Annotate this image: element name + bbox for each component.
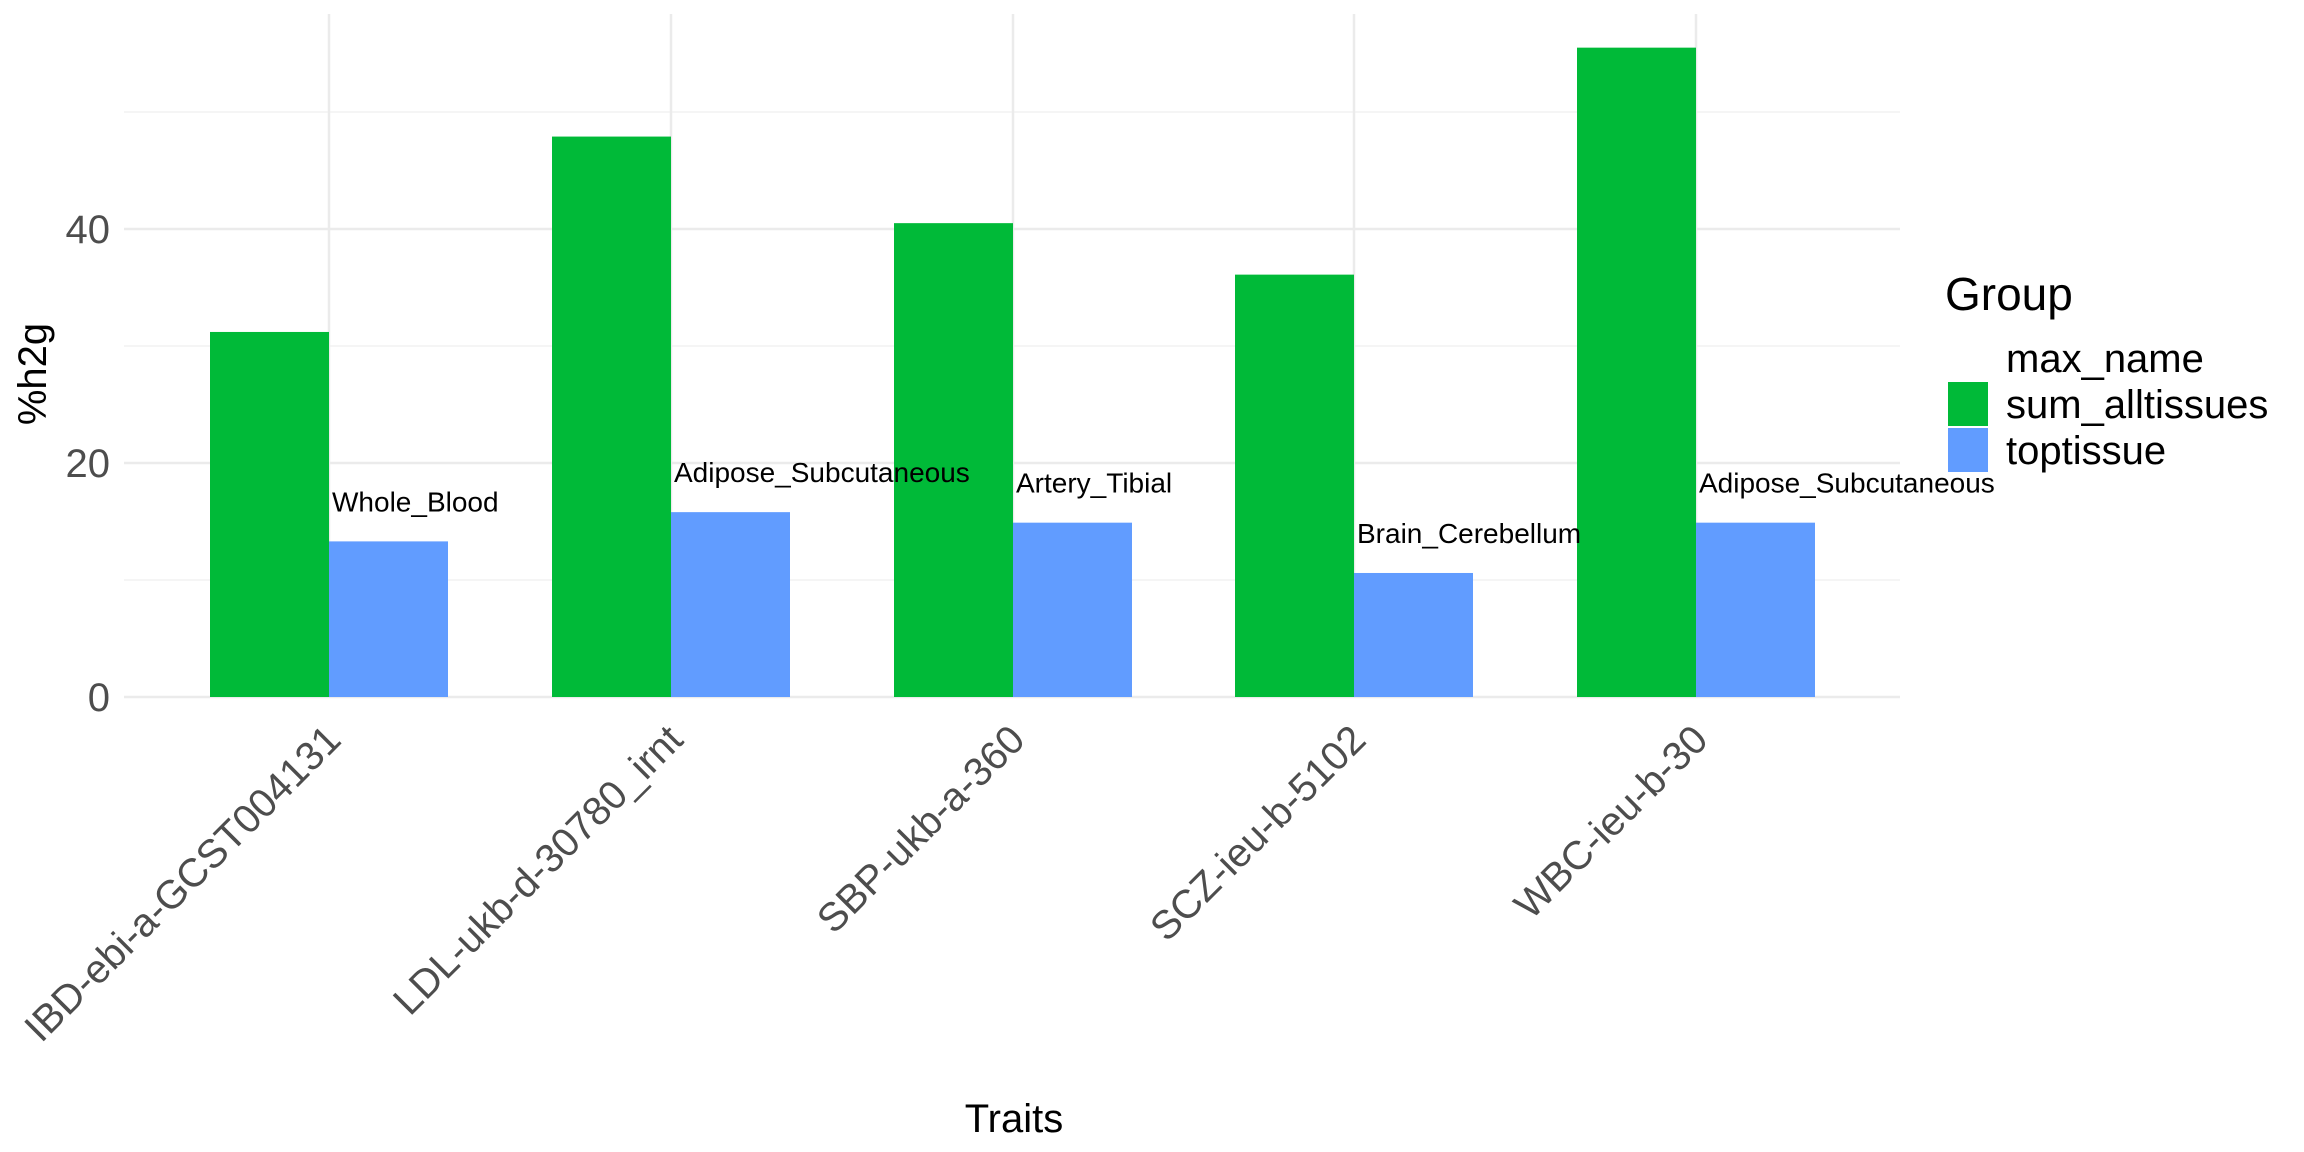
legend-entry: toptissue xyxy=(1948,428,2166,473)
bar-sum_alltissues xyxy=(210,331,329,697)
bar-toptissue xyxy=(329,541,448,697)
bar-sum_alltissues xyxy=(894,223,1013,697)
y-tick-label: 20 xyxy=(66,442,111,486)
y-axis-tick-labels: 0 20 40 xyxy=(66,208,111,720)
legend-label: toptissue xyxy=(2006,429,2166,473)
legend-key xyxy=(1948,382,1988,426)
bar-label: Adipose_Subcutaneous xyxy=(674,457,970,488)
bar-toptissue xyxy=(1354,572,1473,697)
bar-sum_alltissues xyxy=(1577,47,1696,697)
legend-entry: sum_alltissues xyxy=(1948,382,2268,427)
bars xyxy=(210,47,1815,697)
y-tick-label: 40 xyxy=(66,208,111,252)
bar-toptissue xyxy=(671,512,790,697)
y-axis-title: %h2g xyxy=(11,323,55,425)
legend-title: Group xyxy=(1945,268,2073,320)
y-tick-label: 0 xyxy=(88,676,110,720)
bar-label: Artery_Tibial xyxy=(1016,468,1172,499)
bar-label: Brain_Cerebellum xyxy=(1357,518,1581,549)
legend-label: max_name xyxy=(2006,337,2204,381)
bar-sum_alltissues xyxy=(1235,274,1354,697)
legend-label: sum_alltissues xyxy=(2006,383,2268,427)
x-axis-title: Traits xyxy=(965,1097,1064,1141)
legend-entry: max_name xyxy=(2006,337,2204,381)
bar-toptissue xyxy=(1696,522,1815,697)
bar-toptissue xyxy=(1013,522,1132,697)
bar-value-labels: Whole_Blood Adipose_Subcutaneous Artery_Ti… xyxy=(332,457,1995,549)
bar-label: Adipose_Subcutaneous xyxy=(1699,468,1995,499)
bar-label: Whole_Blood xyxy=(332,486,499,517)
legend-key xyxy=(1948,428,1988,472)
bar-sum_alltissues xyxy=(552,136,671,697)
